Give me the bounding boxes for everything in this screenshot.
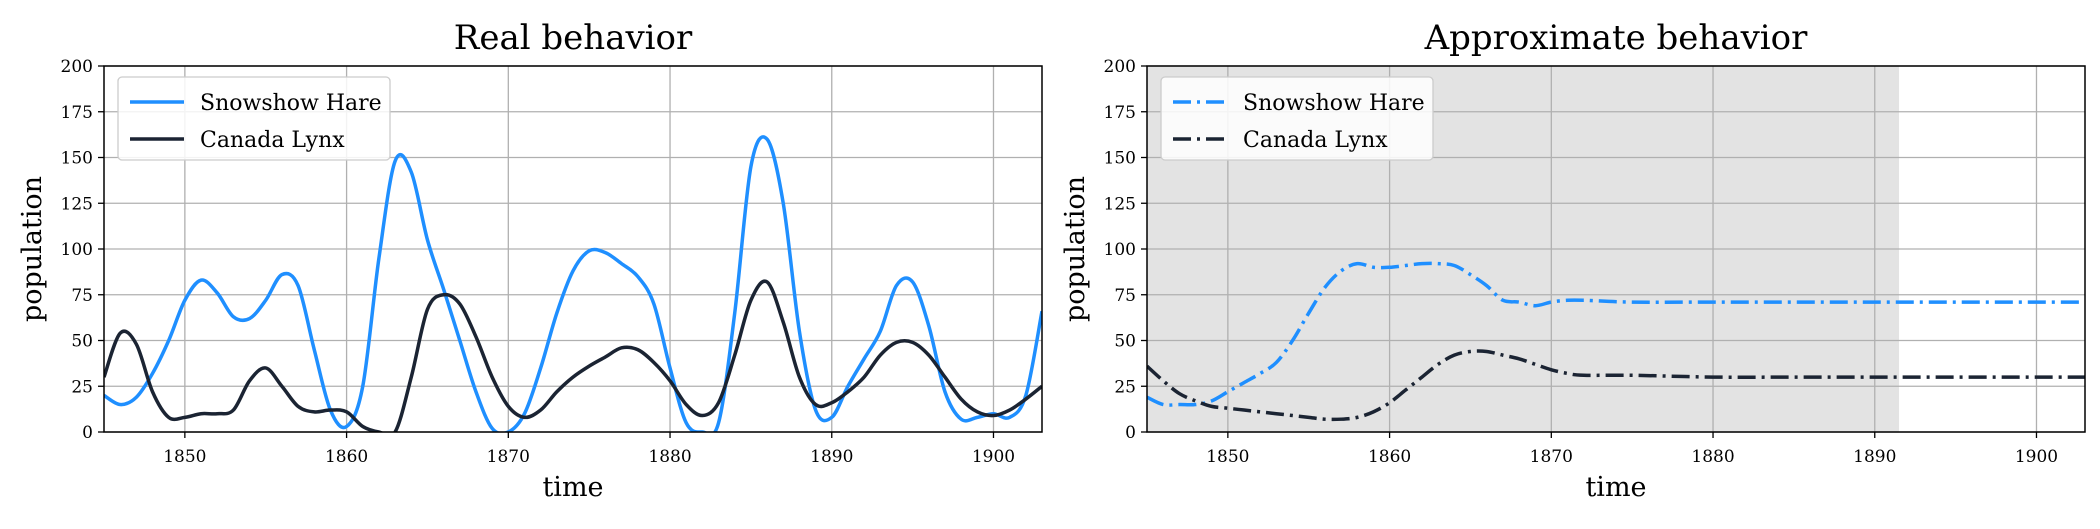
panel2-xtick-label: 1900 (2015, 447, 2058, 467)
panel1-x-axis-label: time (542, 472, 603, 503)
panel2-legend-label-hare: Snowshow Hare (1243, 91, 1425, 116)
panel1-xtick-label: 1880 (648, 447, 691, 467)
panel1-series-hare-line (104, 135, 1042, 432)
panel1-ytick-label: 175 (61, 103, 93, 123)
panel2-ytick-label: 125 (1104, 194, 1136, 214)
panel2-ytick-label: 0 (1125, 423, 1136, 443)
panel1-ytick-label: 75 (71, 286, 93, 306)
panel2-y-axis-label: population (1060, 176, 1091, 322)
panel2-ytick-label: 175 (1104, 103, 1136, 123)
panel1-chart: 1850 1860 1870 1880 1890 1900 0 25 50 75 100 125 150… (17, 18, 1043, 503)
panel2-ytick-label: 50 (1114, 332, 1136, 352)
panel1-ytick-label: 50 (71, 332, 93, 352)
panel2-chart: 1850 1860 1870 1880 1890 1900 0 25 50 75 100 125 150… (1060, 18, 2086, 503)
panel1-ytick-label: 25 (71, 377, 93, 397)
panel1-ytick-label: 150 (61, 149, 93, 169)
panel2-legend: Snowshow Hare Canada Lynx (1160, 76, 1434, 161)
panel1-xtick-label: 1860 (325, 447, 368, 467)
panel2-ytick-label: 200 (1104, 57, 1136, 77)
panel2-xtick-label: 1860 (1368, 447, 1411, 467)
panel1-legend-box (117, 76, 391, 161)
panel2-title: Approximate behavior (1424, 18, 1809, 58)
panel2-series-hare-line (1147, 261, 2085, 407)
panel2-series-lynx-line (1147, 349, 2085, 422)
panel2-legend-box (1160, 76, 1434, 161)
panel2-legend-label-lynx: Canada Lynx (1243, 128, 1388, 153)
panel2-ytick-label: 25 (1114, 377, 1136, 397)
panel1-ytick-label: 125 (61, 194, 93, 214)
panel2-xtick-label: 1880 (1691, 447, 1734, 467)
panel2-ytick-label: 150 (1104, 149, 1136, 169)
panel1-ytick-label: 0 (82, 423, 93, 443)
panel1-title: Real behavior (454, 18, 693, 58)
panel1-xtick-label: 1870 (487, 447, 530, 467)
panel2-xtick-label: 1870 (1530, 447, 1573, 467)
panel1-legend-label-hare: Snowshow Hare (200, 91, 382, 116)
panel2-ytick-label: 100 (1104, 240, 1136, 260)
panel2-x-axis-label: time (1585, 472, 1646, 503)
panel1-series-lynx-line (104, 279, 1042, 432)
panel1-legend-label-lynx: Canada Lynx (200, 128, 345, 153)
panel1-xtick-label: 1900 (972, 447, 1015, 467)
panel1-ytick-label: 100 (61, 240, 93, 260)
panel1-ytick-label: 200 (61, 57, 93, 77)
panel1-legend: Snowshow Hare Canada Lynx (117, 76, 391, 161)
panel1-xtick-label: 1850 (163, 447, 206, 467)
panel2-xtick-label: 1890 (1853, 447, 1896, 467)
panel2-xtick-label: 1850 (1206, 447, 1249, 467)
panel2-ytick-label: 75 (1114, 286, 1136, 306)
panel1-y-axis-label: population (17, 176, 48, 322)
panel1-xtick-label: 1890 (810, 447, 853, 467)
